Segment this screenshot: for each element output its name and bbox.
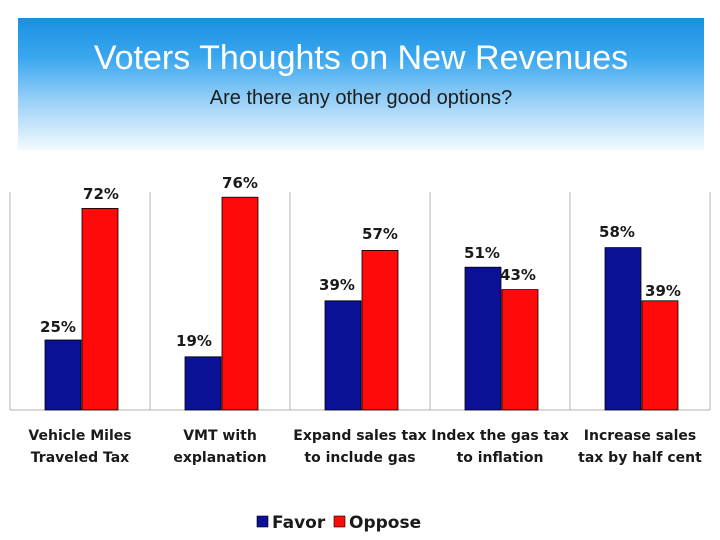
category-label: tax by half cent	[578, 450, 702, 466]
bar-favor	[464, 266, 502, 411]
bar-oppose	[221, 196, 259, 411]
category-label: Vehicle Miles	[28, 428, 131, 444]
bar-oppose	[81, 207, 119, 411]
data-label-favor: 19%	[176, 332, 212, 350]
category-label: VMT with	[183, 428, 257, 444]
legend-label-oppose: Oppose	[349, 513, 421, 533]
bar-favor	[184, 356, 222, 411]
legend-swatch-favor	[256, 515, 269, 528]
bar-favor	[604, 247, 642, 411]
bar-oppose	[641, 300, 679, 411]
category-label: explanation	[173, 450, 266, 466]
data-label-favor: 25%	[40, 318, 76, 336]
title-banner: Voters Thoughts on New Revenues Are ther…	[18, 18, 704, 150]
legend-swatch-oppose	[333, 515, 346, 528]
bar-favor	[324, 300, 362, 411]
data-label-oppose: 43%	[500, 266, 536, 284]
bar-favor	[44, 339, 82, 411]
category-label: to include gas	[304, 450, 415, 466]
category-label: Traveled Tax	[31, 450, 129, 466]
data-label-oppose: 76%	[222, 174, 258, 192]
page-title: Voters Thoughts on New Revenues	[93, 39, 629, 77]
category-label: Index the gas tax	[431, 428, 568, 444]
legend-label-favor: Favor	[272, 513, 326, 533]
category-label: Expand sales tax	[293, 428, 426, 444]
data-label-oppose: 72%	[83, 185, 119, 203]
bar-oppose	[501, 289, 539, 411]
data-label-favor: 58%	[599, 223, 635, 241]
page-subtitle: Are there any other good options?	[209, 87, 513, 109]
category-label: to inflation	[457, 450, 544, 466]
data-label-favor: 39%	[319, 276, 355, 294]
data-label-favor: 51%	[464, 244, 500, 262]
data-label-oppose: 39%	[645, 282, 681, 300]
bar-oppose	[361, 249, 399, 411]
category-label: Increase sales	[584, 428, 696, 444]
data-label-oppose: 57%	[362, 225, 398, 243]
